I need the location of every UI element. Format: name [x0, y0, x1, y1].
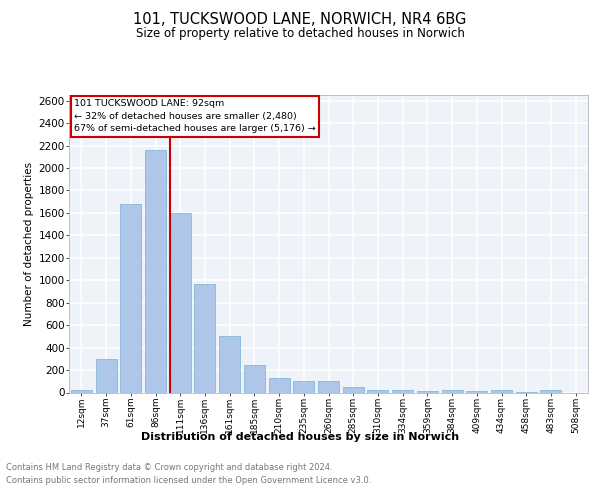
Bar: [244, 364, 265, 392]
Bar: [541, 390, 562, 392]
Bar: [219, 336, 240, 392]
Text: 101 TUCKSWOOD LANE: 92sqm
← 32% of detached houses are smaller (2,480)
67% of se: 101 TUCKSWOOD LANE: 92sqm ← 32% of detac…: [74, 100, 316, 134]
Bar: [367, 390, 388, 392]
Text: Size of property relative to detached houses in Norwich: Size of property relative to detached ho…: [136, 28, 464, 40]
Bar: [392, 390, 413, 392]
Bar: [293, 382, 314, 392]
Bar: [466, 391, 487, 392]
Text: Contains HM Land Registry data © Crown copyright and database right 2024.: Contains HM Land Registry data © Crown c…: [6, 462, 332, 471]
Bar: [145, 150, 166, 392]
Bar: [417, 391, 438, 392]
Y-axis label: Number of detached properties: Number of detached properties: [25, 162, 34, 326]
Bar: [170, 213, 191, 392]
Bar: [442, 390, 463, 392]
Bar: [269, 378, 290, 392]
Text: Distribution of detached houses by size in Norwich: Distribution of detached houses by size …: [141, 432, 459, 442]
Bar: [120, 204, 141, 392]
Text: 101, TUCKSWOOD LANE, NORWICH, NR4 6BG: 101, TUCKSWOOD LANE, NORWICH, NR4 6BG: [133, 12, 467, 28]
Text: Contains public sector information licensed under the Open Government Licence v3: Contains public sector information licen…: [6, 476, 371, 485]
Bar: [71, 390, 92, 392]
Bar: [491, 390, 512, 392]
Bar: [318, 382, 339, 392]
Bar: [194, 284, 215, 393]
Bar: [343, 387, 364, 392]
Bar: [95, 359, 116, 392]
